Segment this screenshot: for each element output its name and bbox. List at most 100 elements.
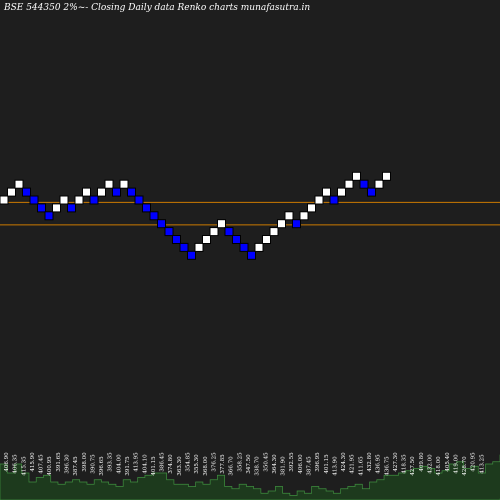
volume-label: 368.00 [203, 456, 209, 476]
volume-label: 387.45 [73, 456, 79, 476]
volume-label: 347.50 [246, 454, 252, 474]
renko-brick-down [112, 187, 121, 197]
renko-brick-up [314, 195, 324, 205]
volume-label: 350.45 [263, 452, 269, 472]
volume-label: 376.25 [211, 452, 217, 472]
volume-label: 392.55 [289, 452, 295, 472]
volume-label: 396.95 [315, 452, 321, 472]
renko-brick-down [239, 242, 249, 252]
renko-brick-up [344, 179, 354, 189]
volume-label: 387.45 [307, 456, 313, 476]
volume-label: 406.90 [4, 452, 10, 472]
volume-label: 400.95 [47, 456, 53, 476]
renko-brick-down [247, 250, 256, 260]
renko-brick-up [322, 187, 331, 197]
volume-label: 398.00 [82, 452, 88, 472]
renko-brick-up [262, 235, 271, 244]
renko-brick-down [134, 195, 144, 205]
volume-label: 413.90 [332, 456, 338, 476]
renko-bricks [0, 171, 391, 260]
volume-label: 418.00 [436, 456, 442, 476]
volume-label: 420.95 [471, 452, 477, 472]
renko-brick-up [382, 171, 391, 181]
volume-label: 404.10 [142, 454, 148, 474]
volume-label: 358.25 [237, 452, 243, 472]
renko-brick-down [179, 242, 189, 252]
volume-area [0, 454, 500, 500]
volume-label: 405.40 [445, 452, 451, 472]
volume-label: 436.95 [376, 454, 382, 474]
renko-brick-down [142, 203, 151, 213]
renko-brick-up [352, 171, 361, 181]
volume-label: 411.65 [358, 456, 364, 476]
volume-label: 393.35 [108, 452, 114, 472]
renko-brick-down [44, 211, 54, 221]
renko-brick-down [89, 195, 99, 205]
renko-brick-down [367, 187, 376, 197]
volume-label: 391.75 [125, 456, 131, 476]
renko-brick-up [82, 187, 91, 197]
volume-label: 396.30 [65, 454, 71, 474]
renko-brick-up [7, 187, 16, 197]
volume-label: 406.35 [13, 454, 19, 474]
renko-brick-up [284, 211, 294, 221]
volume-label: 401.15 [324, 454, 330, 474]
volume-label: 432.00 [428, 454, 434, 474]
chart-title: BSE 544350 2%~- Closing Daily data Renko… [4, 3, 311, 13]
volume-label: 415.35 [21, 456, 27, 476]
volume-label: 406.00 [298, 454, 304, 474]
volume-label: 418.35 [402, 454, 408, 474]
renko-brick-up [14, 179, 24, 189]
volume-label: 432.80 [367, 452, 373, 472]
renko-brick-up [307, 203, 316, 213]
volume-label: 436.75 [384, 456, 390, 476]
renko-brick-up [119, 179, 129, 189]
volume-label: 427.30 [393, 452, 399, 472]
renko-brick-up [74, 195, 84, 205]
renko-brick-up [299, 211, 309, 221]
volume-label: 404.00 [116, 454, 122, 474]
renko-brick-down [232, 235, 241, 244]
volume-label: 427.50 [410, 456, 416, 476]
volume-label: 409.80 [419, 452, 425, 472]
renko-brick-down [187, 250, 196, 260]
renko-brick-up [254, 242, 264, 252]
volume-histogram [0, 454, 500, 500]
volume-label: 355.30 [194, 454, 200, 474]
renko-brick-up [97, 187, 106, 197]
renko-brick-down [329, 195, 339, 205]
renko-brick-up [209, 227, 219, 237]
renko-brick-down [359, 179, 369, 189]
renko-brick-down [164, 227, 174, 237]
renko-brick-up [277, 219, 286, 229]
volume-label: 390.75 [90, 454, 96, 474]
volume-label: 391.65 [56, 452, 62, 472]
volume-label: 374.80 [168, 454, 174, 474]
renko-brick-down [22, 187, 31, 197]
renko-brick-up [0, 195, 9, 205]
volume-label: 413.25 [479, 454, 485, 474]
renko-brick-up [59, 195, 69, 205]
renko-brick-down [29, 195, 39, 205]
volume-label: 381.90 [281, 456, 287, 476]
renko-brick-down [157, 219, 166, 229]
renko-brick-down [37, 203, 46, 213]
volume-label: 415.90 [30, 452, 36, 472]
volume-label: 377.85 [220, 454, 226, 474]
renko-brick-up [194, 242, 204, 252]
renko-brick-up [202, 235, 211, 244]
renko-brick-down [149, 211, 159, 221]
volume-label: 419.00 [453, 454, 459, 474]
renko-brick-down [127, 187, 136, 197]
renko-brick-down [172, 235, 181, 244]
volume-label: 401.15 [151, 456, 157, 476]
renko-brick-up [104, 179, 114, 189]
volume-labels: 406.90 406.35 415.35 415.90 407.45 400.95 391.… [4, 452, 485, 476]
volume-label: 338.70 [255, 456, 261, 476]
volume-label: 364.30 [272, 454, 278, 474]
volume-label: 396.65 [99, 456, 105, 476]
renko-brick-down [67, 203, 76, 213]
renko-brick-up [374, 179, 384, 189]
